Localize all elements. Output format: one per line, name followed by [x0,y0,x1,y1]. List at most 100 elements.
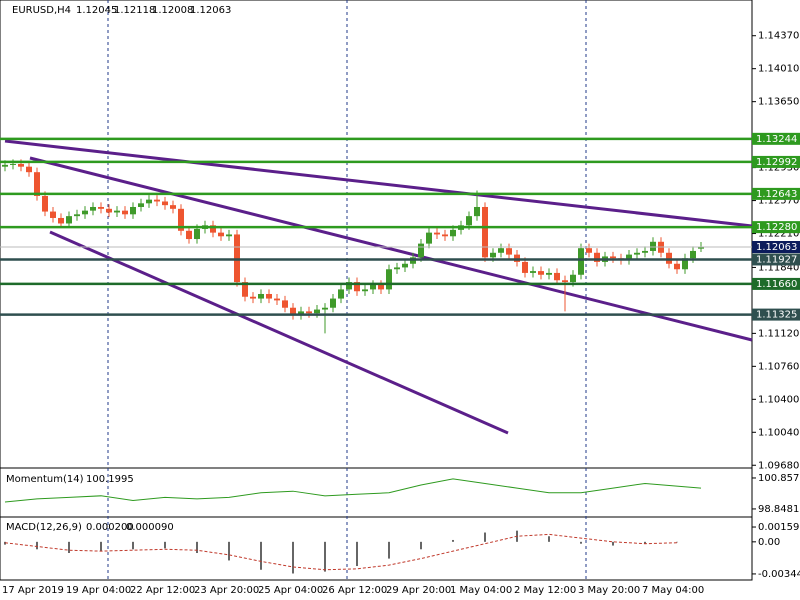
level-tag [752,308,800,321]
macd-bar [68,541,70,554]
candle-body [42,195,48,212]
ohlc-low: 1.12008 [152,5,193,16]
period-separators [107,0,587,580]
x-tick-label: 23 Apr 20:00 [194,585,259,596]
x-tick-label: 19 Apr 04:00 [66,585,131,596]
macd-bar [228,541,230,561]
level-tag [752,221,800,234]
level-label: 1.12643 [756,189,797,200]
candle-body [682,258,688,270]
candle-body [546,272,552,275]
macd-signal-line [4,533,678,571]
candle-body [154,199,160,202]
candle-body [146,199,152,204]
macd-bar [612,541,614,546]
y-tick-label: 1.12570 [758,196,799,207]
macd-bar [484,532,486,542]
candle-body [106,208,112,213]
candle-body [82,210,88,215]
candle-body [474,206,480,217]
momentum-name: Momentum(14) [6,474,84,485]
candle-body [370,284,376,290]
candle-body [114,210,120,213]
candle-body [210,225,216,233]
candle-body [266,293,272,299]
level-tag [752,253,800,266]
x-tick-label: 2 May 12:00 [514,585,576,596]
y-tick-label: 0.001591 [758,522,800,533]
y-tick-label: 1.09680 [758,460,799,471]
candle-body [306,311,312,314]
candle-body [690,250,696,259]
x-tick-label: 25 Apr 04:00 [258,585,323,596]
y-tick-label: 1.12930 [758,163,799,174]
candle-body [626,254,632,261]
candle-body [442,234,448,237]
macd-bar [36,541,38,550]
candle-body [482,206,488,258]
macd-bar [132,541,134,550]
macd-bar [196,541,198,554]
macd-name: MACD(12,26,9) [6,522,82,533]
candle-body [170,205,176,209]
candle-body [426,232,432,244]
level-label: 1.11660 [756,279,797,290]
candle-body [490,252,496,258]
candle-body [570,274,576,283]
candle-body [186,230,192,240]
ohlc-close: 1.12063 [190,5,231,16]
macd-bar [324,541,326,572]
price-tag [752,241,800,254]
candle-body [378,284,384,290]
symbol: EURUSD,H4 [12,5,71,16]
candle-body [562,280,568,283]
candle-body [586,248,592,253]
candle-body [178,208,184,231]
y-tick-label: 100.8575 [758,473,800,484]
candle-body [322,307,328,310]
x-tick-label: 1 May 04:00 [450,585,512,596]
level-label: 1.12280 [756,222,797,233]
candle-body [138,203,144,207]
candle-body [26,166,32,173]
y-tick-label: 1.14010 [758,64,799,75]
macd-bar [420,541,422,550]
candle-body [298,311,304,316]
candle-body [98,206,104,209]
candle-body [66,216,72,224]
level-label: 1.12992 [756,157,797,168]
ohlc-high: 1.12118 [114,5,155,16]
candle-body [402,263,408,268]
y-tick-label: 1.14370 [758,31,799,42]
macd-bar [548,536,550,542]
y-tick-label: 1.10760 [758,361,799,372]
level-tag [752,187,800,200]
macd-value: 0.000200 [86,522,134,533]
trend-lines [4,139,753,435]
macd-bar [100,541,102,552]
macd-bar [452,539,454,542]
plot-frame [0,0,753,581]
y-tick-label: -0.003448 [758,569,800,580]
candle-body [594,252,600,262]
candle-body [538,271,544,275]
candle-body [642,250,648,253]
macd-bar [292,541,294,574]
ohlc-open: 1.12045 [76,5,117,16]
candle-body [522,261,528,273]
candle-body [18,163,24,167]
candle-body [354,282,360,292]
level-label: 1.11927 [756,254,797,265]
candle-body [290,307,296,316]
candle-body [282,300,288,308]
candle-body [314,309,320,314]
candle-body [194,228,200,240]
candle-body [10,163,16,165]
macd-bar [260,541,262,570]
level-tag [752,132,800,145]
candle-body [578,248,584,275]
candle-body [466,216,472,226]
y-tick-label: 98.8481 [758,504,799,515]
level-tag [752,155,800,168]
